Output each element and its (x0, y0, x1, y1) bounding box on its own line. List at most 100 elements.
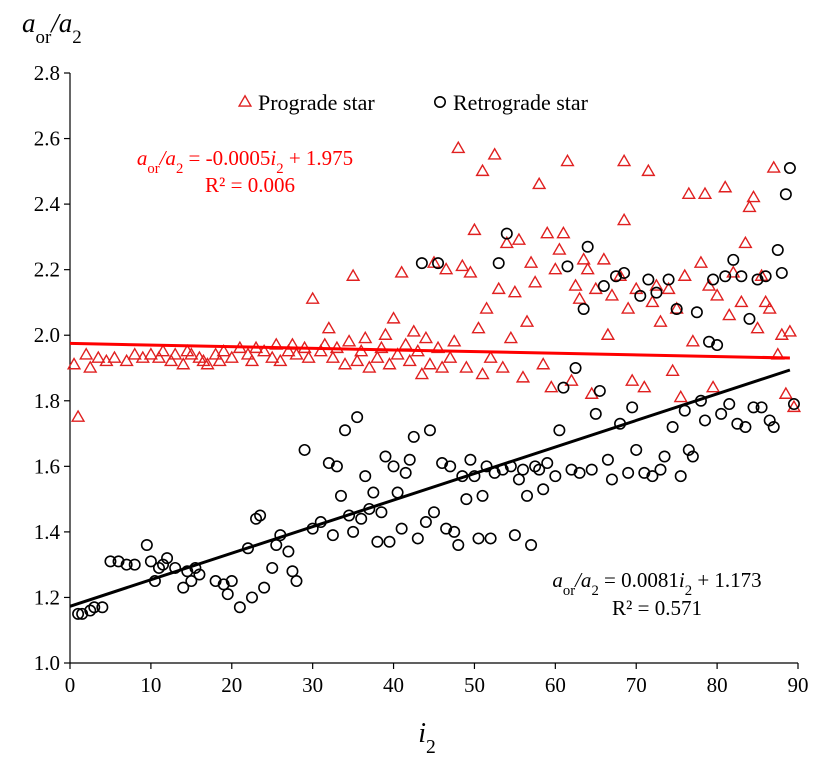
retrograde-point (565, 463, 578, 476)
retrograde-point (715, 407, 728, 420)
retrograde-point (690, 306, 703, 319)
retrograde-point (282, 545, 295, 558)
retrograde-point (448, 525, 461, 538)
prograde-point (718, 180, 733, 193)
retrograde-point (181, 565, 194, 578)
prograde-point (273, 353, 288, 367)
prograde-point (758, 294, 773, 308)
retrograde-point (411, 532, 424, 545)
prograde-point (358, 330, 373, 344)
prograde-point (370, 350, 385, 363)
retrograde-point (432, 257, 445, 270)
prograde-point (164, 353, 179, 367)
retrograde-point (630, 443, 643, 456)
y-axis-label: aor/a2 (22, 8, 82, 48)
prograde-point (515, 370, 531, 383)
retrograde-point (334, 489, 347, 502)
prograde-point (649, 278, 664, 291)
prograde-point (782, 324, 798, 337)
prograde-point (374, 340, 389, 354)
prograde-point (645, 294, 660, 308)
prograde-point (532, 176, 547, 190)
retrograde-point (128, 558, 141, 571)
retrograde-point (622, 466, 635, 479)
retrograde-point (436, 457, 449, 470)
prograde-point (265, 350, 280, 363)
prograde-point (390, 347, 405, 360)
retrograde-point (557, 381, 570, 394)
prograde-point (734, 294, 749, 308)
prograde-point (778, 386, 793, 399)
retrograde-point (355, 512, 368, 525)
legend-prograde-marker (237, 94, 253, 107)
retrograde-point (682, 443, 695, 456)
prograde-point (653, 314, 668, 327)
retrograde-point (569, 361, 582, 374)
retrograde-point (326, 529, 339, 542)
prograde-point (305, 291, 320, 304)
x-tick-label: 10 (140, 673, 161, 697)
prograde-point (394, 265, 409, 278)
prograde-point (434, 360, 450, 373)
retrograde-point (751, 273, 764, 286)
retrograde-point (618, 266, 631, 279)
retrograde-point (577, 302, 590, 315)
retrograde-point (177, 581, 190, 594)
prograde-point (536, 357, 551, 370)
retrograde-point (403, 453, 416, 466)
retrograde-trendline (69, 368, 791, 608)
prograde-point (216, 344, 231, 357)
x-tick-label: 60 (545, 673, 566, 697)
retrograde-point (581, 240, 594, 253)
prograde-point (556, 226, 571, 239)
x-tick-label: 30 (302, 673, 323, 697)
retrograde-point (743, 312, 756, 325)
retrograde-point (686, 450, 699, 463)
retrograde-point (298, 443, 311, 456)
retrograde-point (674, 470, 687, 483)
retrograde-point (698, 414, 711, 427)
prograde-point (341, 334, 357, 347)
prograde-point (479, 301, 494, 314)
prograde-point (572, 291, 587, 304)
retrograde-point (605, 473, 618, 486)
prograde-point (176, 357, 191, 370)
prograde-point (564, 373, 579, 386)
retrograde-point (573, 466, 586, 479)
retrograde-point (193, 568, 206, 581)
retrograde-point (711, 339, 724, 352)
prograde-point (337, 357, 353, 370)
legend-retrograde-label: Retrograde star (453, 90, 589, 115)
prograde-point (560, 153, 575, 167)
retrograde-point (703, 335, 716, 348)
retrograde-point (593, 384, 606, 397)
prograde-point (325, 350, 340, 363)
prograde-point (742, 199, 757, 213)
retrograde-point (646, 470, 659, 483)
y-tick-label: 2.0 (34, 323, 60, 347)
prograde-point (495, 360, 510, 373)
plot-area: 1.0 1.2 1.4 1.6 1.8 2.0 2.2 2.4 2.6 2.8 0 10 20 30 40 5… (22, 8, 809, 758)
x-tick-label: 40 (383, 673, 404, 697)
prograde-point (382, 357, 397, 370)
prograde-point (289, 347, 304, 360)
prograde-point (200, 357, 215, 370)
prograde-r2: R² = 0.006 (205, 173, 295, 197)
retrograde-point (771, 244, 784, 257)
retrograde-point (650, 286, 663, 299)
prograde-point (418, 330, 434, 344)
y-tick-label: 2.6 (34, 127, 60, 151)
prograde-point (378, 327, 393, 340)
retrograde-point (508, 529, 521, 542)
retrograde-point (339, 424, 352, 437)
prograde-point (697, 186, 713, 200)
prograde-equation: aor/a2 = -0.0005i2 + 1.975 (137, 146, 353, 177)
prograde-point (681, 186, 696, 200)
prograde-point (406, 324, 421, 337)
prograde-point (463, 265, 478, 278)
prograde-point (70, 409, 86, 422)
prograde-point (540, 226, 555, 239)
retrograde-point (601, 453, 614, 466)
retrograde-point (626, 401, 639, 414)
prograde-point (641, 163, 656, 177)
